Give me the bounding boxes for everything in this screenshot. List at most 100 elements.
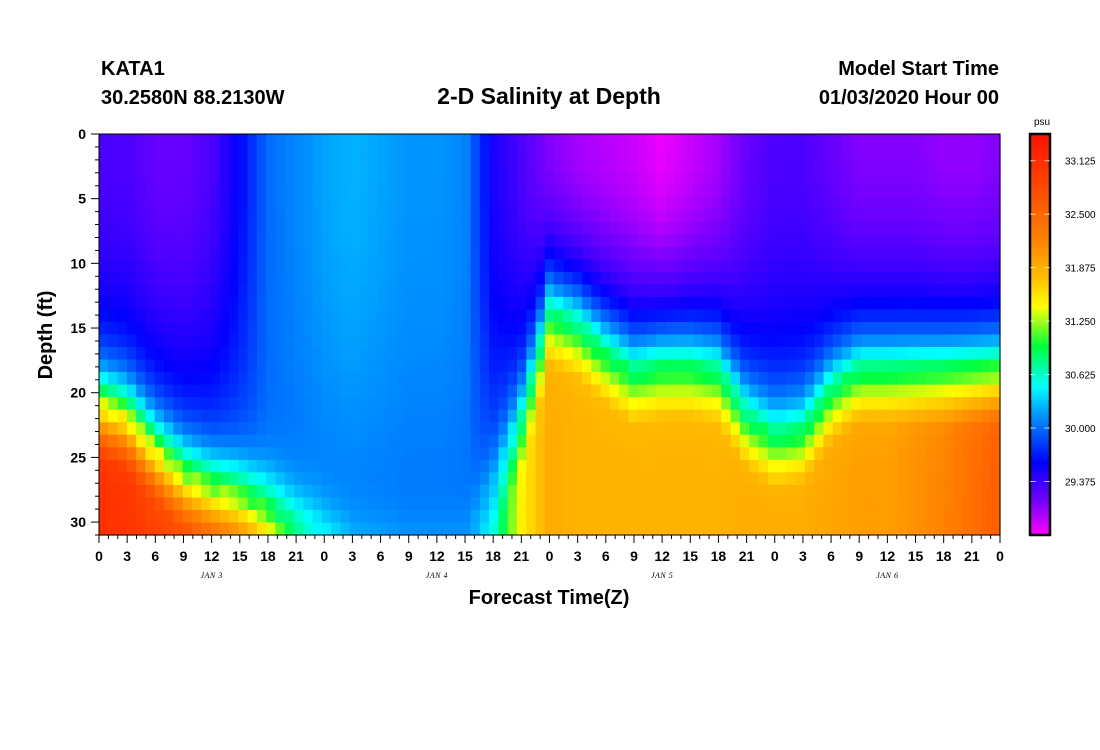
heatmap-cell <box>229 422 239 436</box>
heatmap-cell <box>944 472 955 486</box>
heatmap-cell <box>451 221 462 235</box>
heatmap-cell <box>712 434 722 448</box>
heatmap-cell <box>842 509 852 524</box>
heatmap-cell <box>331 372 342 386</box>
heatmap-cell <box>117 234 128 248</box>
heatmap-cell <box>210 284 221 298</box>
heatmap-cell <box>665 409 676 423</box>
heatmap-cell <box>136 171 147 185</box>
heatmap-cell <box>656 459 667 473</box>
x-tick-label: 21 <box>288 548 304 564</box>
heatmap-cell <box>981 246 992 260</box>
heatmap-cell <box>303 134 314 148</box>
heatmap-cell <box>433 447 444 461</box>
heatmap-cell <box>712 334 722 348</box>
heatmap-cell <box>126 409 137 423</box>
heatmap-cell <box>907 509 917 524</box>
heatmap-cell <box>284 146 295 160</box>
heatmap-cell <box>665 296 676 311</box>
heatmap-cell <box>544 397 555 411</box>
heatmap-cell <box>266 372 277 386</box>
heatmap-cell <box>693 159 704 173</box>
heatmap-cell <box>693 497 704 511</box>
heatmap-cell <box>424 384 434 398</box>
heatmap-cell <box>879 472 890 486</box>
heatmap-cell <box>637 271 648 285</box>
heatmap-cell <box>526 209 537 223</box>
heatmap-cell <box>359 321 369 336</box>
heatmap-cell <box>758 459 769 473</box>
heatmap-cell <box>489 184 500 198</box>
heatmap-cell <box>349 146 360 160</box>
heatmap-cell <box>823 309 834 323</box>
heatmap-cell <box>953 221 964 235</box>
heatmap-cell <box>99 484 109 499</box>
heatmap-cell <box>247 472 258 486</box>
heatmap-cell <box>591 472 602 486</box>
heatmap-cell <box>962 484 973 499</box>
heatmap-cell <box>321 372 332 386</box>
heatmap-cell <box>990 134 1001 148</box>
heatmap-cell <box>247 321 258 336</box>
heatmap-cell <box>405 409 416 423</box>
heatmap-cell <box>934 209 945 223</box>
heatmap-cell <box>507 447 518 461</box>
heatmap-cell <box>191 447 202 461</box>
heatmap-cell <box>600 134 611 148</box>
heatmap-cell <box>554 184 565 198</box>
heatmap-cell <box>665 221 676 235</box>
heatmap-cell <box>656 296 667 311</box>
heatmap-cell <box>312 484 323 499</box>
heatmap-cell <box>294 359 304 373</box>
heatmap-cell <box>665 159 676 173</box>
heatmap-cell <box>572 497 583 511</box>
heatmap-cell <box>637 397 648 411</box>
x-tick-label: 15 <box>232 548 248 564</box>
heatmap-cell <box>526 459 537 473</box>
heatmap-cell <box>544 284 555 298</box>
heatmap-cell <box>897 234 908 248</box>
heatmap-cell <box>535 422 546 436</box>
x-tick-label: 3 <box>123 548 131 564</box>
heatmap-cell <box>108 259 119 273</box>
heatmap-cell <box>972 171 983 185</box>
heatmap-cell <box>916 422 927 436</box>
heatmap-cell <box>377 422 388 436</box>
heatmap-cell <box>582 221 592 235</box>
heatmap-cell <box>962 447 973 461</box>
heatmap-cell <box>331 309 342 323</box>
heatmap-cell <box>869 234 880 248</box>
heatmap-cell <box>442 434 453 448</box>
heatmap-cell <box>860 459 871 473</box>
heatmap-cell <box>860 359 871 373</box>
heatmap-cell <box>591 447 602 461</box>
heatmap-cell <box>554 372 565 386</box>
heatmap-cell <box>479 509 490 524</box>
heatmap-cell <box>145 321 156 336</box>
heatmap-cell <box>424 434 434 448</box>
heatmap-cell <box>489 146 500 160</box>
heatmap-cell <box>591 372 602 386</box>
heatmap-cell <box>275 422 286 436</box>
heatmap-cell <box>229 246 239 260</box>
heatmap-cell <box>498 359 509 373</box>
heatmap-cell <box>498 347 509 361</box>
heatmap-cell <box>572 221 583 235</box>
heatmap-cell <box>451 321 462 336</box>
heatmap-cell <box>953 309 964 323</box>
heatmap-cell <box>758 347 769 361</box>
heatmap-cell <box>665 384 676 398</box>
heatmap-cell <box>962 271 973 285</box>
heatmap-cell <box>609 221 620 235</box>
heatmap-cell <box>377 259 388 273</box>
heatmap-cell <box>247 384 258 398</box>
heatmap-cell <box>758 334 769 348</box>
heatmap-cell <box>749 271 760 285</box>
heatmap-cell <box>712 422 722 436</box>
heatmap-cell <box>832 246 843 260</box>
heatmap-cell <box>359 372 369 386</box>
heatmap-cell <box>498 321 509 336</box>
heatmap-cell <box>284 134 295 148</box>
heatmap-cell <box>702 522 713 536</box>
heatmap-cell <box>730 384 741 398</box>
